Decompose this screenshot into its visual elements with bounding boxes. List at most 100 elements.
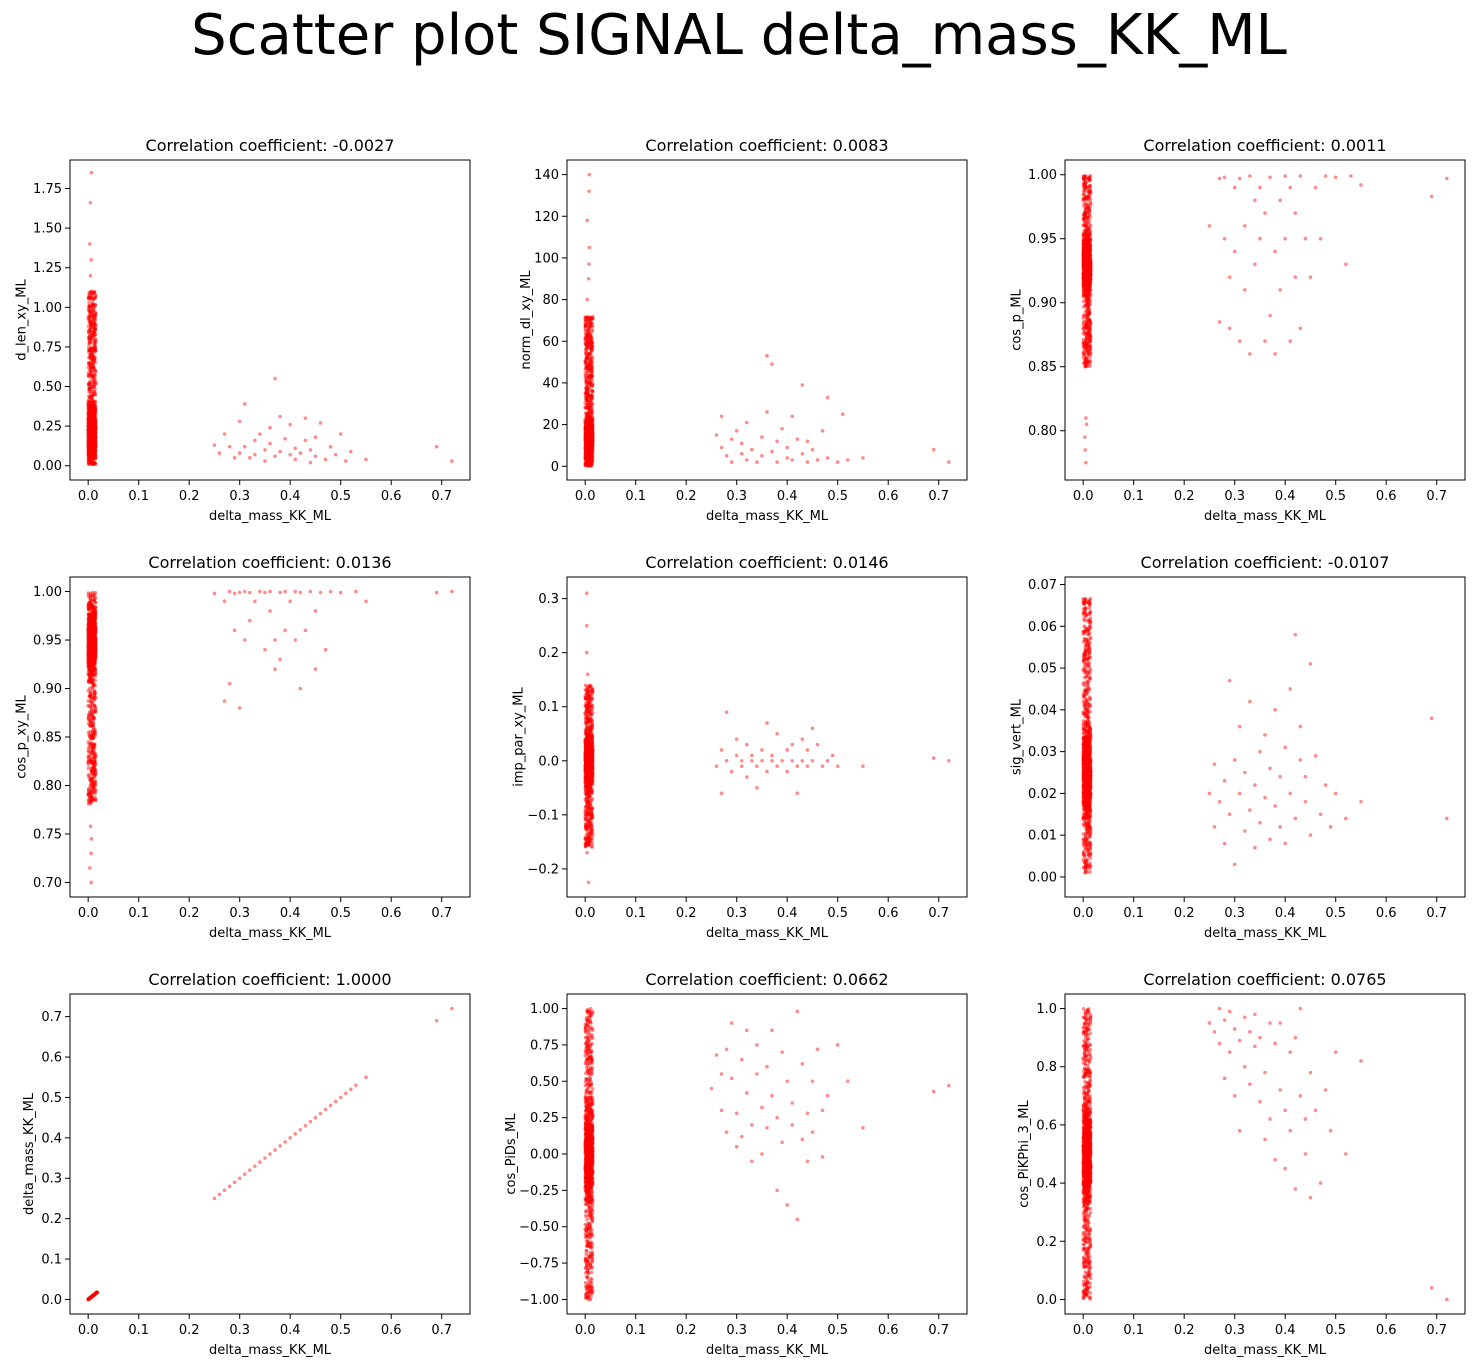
scatter-point xyxy=(89,352,93,357)
scatter-point xyxy=(589,338,593,343)
scatter-point xyxy=(93,410,98,414)
scatter-point xyxy=(87,434,91,439)
scatter-point xyxy=(87,437,92,442)
scatter-point xyxy=(333,452,338,457)
x-tick-label: 0.3 xyxy=(1224,489,1245,504)
scatter-point xyxy=(88,327,92,331)
x-tick-label: 0.3 xyxy=(229,489,250,504)
scatter-point xyxy=(92,392,97,397)
scatter-point xyxy=(587,262,591,266)
scatter-point xyxy=(739,451,744,456)
scatter-point xyxy=(87,456,92,460)
scatter-point xyxy=(93,429,97,433)
x-tick-label: 0.5 xyxy=(827,489,848,504)
scatter-point xyxy=(91,443,96,447)
scatter-point xyxy=(93,314,98,318)
scatter-point xyxy=(87,452,92,457)
scatter-point xyxy=(91,315,96,319)
scatter-point xyxy=(89,417,94,422)
scatter-point xyxy=(450,459,454,463)
scatter-point xyxy=(1359,183,1363,187)
scatter-point xyxy=(584,432,589,437)
scatter-point xyxy=(585,444,590,449)
scatter-point xyxy=(583,463,588,468)
scatter-point xyxy=(88,432,93,436)
scatter-point xyxy=(88,448,93,452)
scatter-point xyxy=(1083,330,1088,335)
scatter-point xyxy=(585,297,590,302)
scatter-point xyxy=(91,308,96,312)
scatter-point xyxy=(90,434,95,439)
scatter-point xyxy=(93,449,98,453)
scatter-point xyxy=(89,449,94,454)
scatter-point xyxy=(92,449,96,454)
scatter-point xyxy=(91,330,96,335)
scatter-point xyxy=(87,421,91,425)
scatter-point xyxy=(89,436,93,440)
scatter-point xyxy=(92,434,96,438)
scatter-point xyxy=(92,446,97,450)
scatter-point xyxy=(87,295,92,300)
scatter-point xyxy=(232,456,237,460)
scatter-point xyxy=(88,451,92,455)
scatter-point xyxy=(825,456,830,460)
scatter-point xyxy=(1344,262,1348,267)
scatter-point xyxy=(89,417,94,421)
scatter-point xyxy=(93,368,97,372)
scatter-point xyxy=(91,430,96,435)
scatter-point xyxy=(92,429,97,434)
scatter-point xyxy=(1253,262,1257,267)
scatter-point xyxy=(88,423,92,428)
scatter-point xyxy=(92,422,97,426)
scatter-point xyxy=(89,379,93,383)
scatter-point xyxy=(86,335,91,340)
scatter-point xyxy=(724,454,729,458)
scatter-point xyxy=(87,433,91,438)
scatter-point xyxy=(1227,326,1232,331)
scatter-point xyxy=(87,340,92,344)
scatter-point xyxy=(88,447,92,452)
scatter-point xyxy=(88,427,92,432)
scatter-point xyxy=(92,438,97,443)
scatter-point xyxy=(88,431,92,436)
scatter-point xyxy=(89,448,93,453)
scatter-point xyxy=(88,356,93,360)
scatter-point xyxy=(91,355,96,359)
scatter-point xyxy=(89,412,94,416)
scatter-point xyxy=(1303,236,1308,241)
y-tick-label: 120 xyxy=(534,210,559,225)
scatter-point xyxy=(93,424,98,429)
scatter-point xyxy=(88,427,92,432)
scatter-point xyxy=(253,452,257,457)
scatter-point xyxy=(91,308,96,313)
scatter-point xyxy=(86,422,91,427)
scatter-point xyxy=(1243,288,1247,292)
scatter-point xyxy=(1243,224,1247,228)
subplot-title: Correlation coefficient: 0.0011 xyxy=(1143,136,1386,155)
scatter-points xyxy=(86,170,454,466)
scatter-point xyxy=(587,376,592,381)
scatter-point xyxy=(89,258,94,262)
scatter-point xyxy=(93,373,97,378)
scatter-point xyxy=(91,348,96,353)
scatter-point xyxy=(1086,296,1091,301)
scatter-point xyxy=(90,431,94,435)
scatter-point xyxy=(584,341,588,346)
scatter-point xyxy=(790,458,795,462)
scatter-point xyxy=(88,322,93,326)
scatter-point xyxy=(242,402,247,406)
scatter-point xyxy=(93,424,98,429)
scatter-point xyxy=(268,441,272,446)
scatter-point xyxy=(1232,249,1237,254)
scatter-point xyxy=(585,356,590,360)
scatter-point xyxy=(87,387,92,392)
scatter-point xyxy=(89,423,94,428)
x-tick-label: 0.0 xyxy=(575,489,596,504)
scatter-point xyxy=(242,444,247,449)
scatter-point xyxy=(88,433,93,437)
scatter-point xyxy=(92,445,97,450)
scatter-point xyxy=(785,445,789,450)
x-tick-label: 0.5 xyxy=(1325,489,1346,504)
scatter-point xyxy=(89,457,94,462)
scatter-point xyxy=(90,418,94,422)
